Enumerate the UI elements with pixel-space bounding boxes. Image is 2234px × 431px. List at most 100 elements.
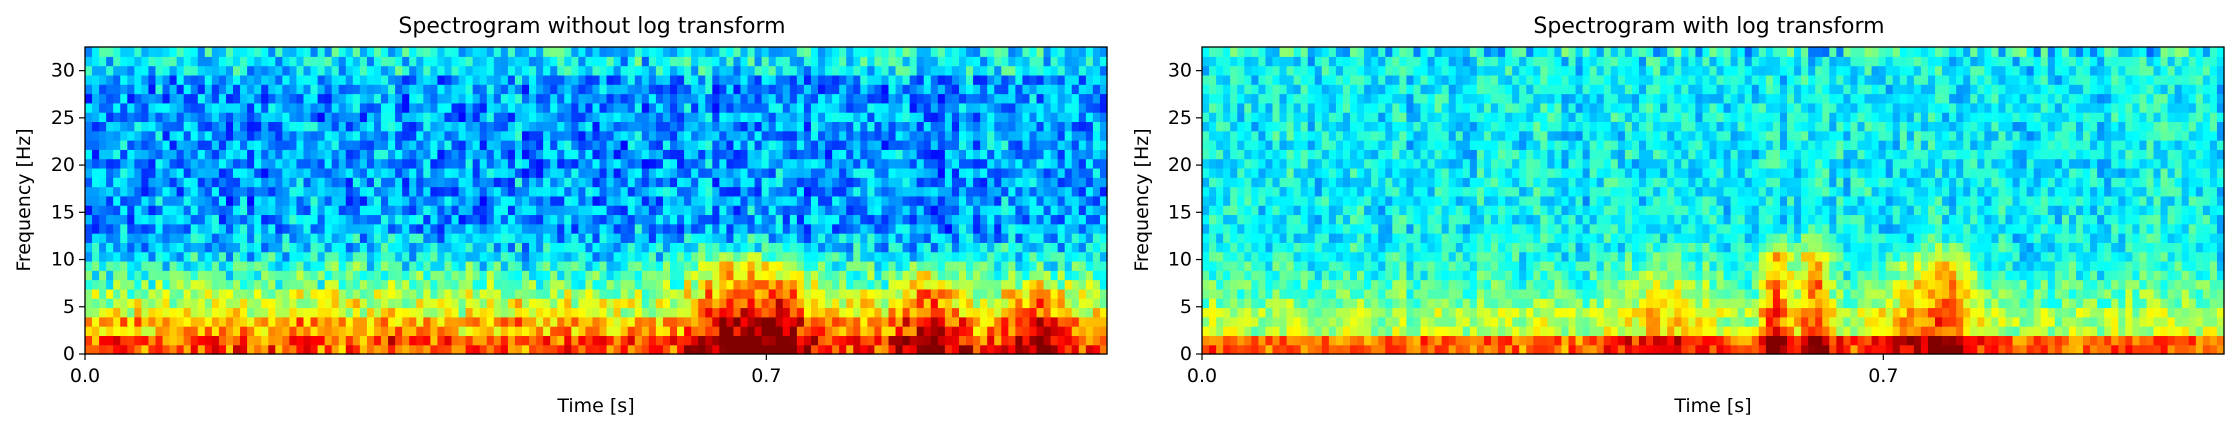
heatmap-cell — [1043, 74, 1052, 85]
heatmap-cell — [1008, 307, 1016, 318]
heatmap-cell — [1071, 121, 1080, 132]
heatmap-cell — [416, 130, 424, 141]
heatmap-cell — [529, 223, 537, 234]
heatmap-cell — [366, 270, 375, 281]
heatmap-cell — [1448, 344, 1457, 355]
heatmap-cell — [853, 56, 861, 67]
heatmap-cell — [1064, 195, 1073, 206]
heatmap-cell — [761, 214, 770, 225]
heatmap-cell — [388, 223, 396, 234]
heatmap-cell — [627, 214, 636, 225]
heatmap-cell — [1036, 307, 1045, 318]
heatmap-cell — [381, 326, 389, 336]
heatmap-cell — [479, 298, 488, 309]
heatmap-cell — [1022, 205, 1031, 216]
heatmap-cell — [99, 205, 107, 216]
heatmap-cell — [514, 167, 523, 178]
heatmap-cell — [529, 242, 537, 253]
heatmap-cell — [155, 307, 164, 318]
heatmap-cell — [211, 47, 220, 57]
heatmap-cell — [853, 149, 861, 160]
heatmap-cell — [1043, 102, 1052, 113]
heatmap-cell — [1078, 279, 1087, 290]
heatmap-cell — [1022, 251, 1031, 262]
heatmap-cell — [155, 149, 164, 160]
panel-spectrogram-log: Spectrogram with log transform 051015202… — [1131, 14, 2225, 417]
heatmap-cell — [240, 47, 248, 57]
heatmap-cell — [162, 102, 171, 113]
heatmap-cell — [1064, 130, 1073, 141]
heatmap-cell — [381, 167, 389, 178]
heatmap-cell — [296, 195, 305, 206]
heatmap-cell — [416, 112, 424, 123]
heatmap-cell — [895, 56, 904, 67]
heatmap-cell — [366, 260, 375, 271]
heatmap-cell — [1092, 270, 1101, 281]
heatmap-cell — [310, 223, 319, 234]
heatmap-cell — [261, 74, 269, 85]
heatmap-cell — [620, 130, 629, 141]
heatmap-cell — [1008, 56, 1016, 67]
heatmap-cell — [606, 158, 615, 169]
heatmap-cell — [1265, 344, 1274, 355]
heatmap-cell — [197, 65, 206, 76]
heatmap-cell — [324, 223, 333, 234]
heatmap-cell — [409, 335, 417, 346]
heatmap-cell — [796, 270, 805, 281]
heatmap-cell — [846, 223, 854, 234]
heatmap-cell — [768, 186, 777, 197]
heatmap-cell — [782, 140, 791, 150]
heatmap-cell — [1001, 195, 1009, 206]
heatmap-cell — [909, 344, 918, 355]
heatmap-cell — [233, 223, 241, 234]
heatmap-cell — [966, 84, 974, 95]
heatmap-cell — [521, 335, 530, 346]
heatmap-cell — [2033, 344, 2042, 355]
heatmap-cell — [980, 214, 988, 225]
heatmap-cell — [916, 205, 925, 216]
heatmap-cell — [176, 335, 185, 346]
heatmap-cell — [99, 326, 107, 336]
heatmap-cell — [846, 177, 854, 188]
heatmap-cell — [973, 84, 981, 95]
heatmap-cell — [366, 279, 375, 290]
heatmap-cell — [1015, 205, 1024, 216]
heatmap-cell — [818, 167, 826, 178]
heatmap-cell — [994, 223, 1002, 234]
heatmap-cell — [345, 47, 354, 57]
heatmap-cell — [1001, 223, 1009, 234]
heatmap-cell — [282, 56, 290, 67]
heatmap-cell — [994, 195, 1002, 206]
heatmap-cell — [261, 316, 269, 327]
heatmap-cell — [874, 242, 883, 253]
heatmap-cell — [881, 279, 890, 290]
heatmap-cell — [169, 121, 178, 132]
heatmap-cell — [275, 140, 283, 150]
heatmap-cell — [141, 270, 150, 281]
heatmap-cell — [1092, 242, 1101, 253]
heatmap-cell — [860, 149, 868, 160]
heatmap-cell — [726, 102, 735, 113]
heatmap-cell — [909, 177, 918, 188]
heatmap-cell — [486, 140, 495, 150]
heatmap-cell — [366, 205, 375, 216]
heatmap-cell — [458, 65, 467, 76]
heatmap-cell — [444, 167, 453, 178]
heatmap-cell — [465, 344, 474, 355]
heatmap-cell — [345, 233, 354, 243]
heatmap-cell — [507, 223, 516, 234]
heatmap-cell — [1022, 167, 1031, 178]
heatmap-cell — [500, 307, 509, 318]
heatmap-cell — [719, 326, 727, 336]
heatmap-cell — [529, 205, 537, 216]
heatmap-cell — [409, 130, 417, 141]
heatmap-cell — [1008, 140, 1016, 150]
heatmap-cell — [937, 326, 946, 336]
heatmap-cell — [973, 205, 981, 216]
heatmap-cell — [916, 112, 925, 123]
heatmap-cell — [92, 298, 100, 309]
heatmap-cell — [521, 326, 530, 336]
heatmap-cell — [127, 121, 135, 132]
heatmap-cell — [317, 279, 326, 290]
heatmap-cell — [1078, 102, 1087, 113]
